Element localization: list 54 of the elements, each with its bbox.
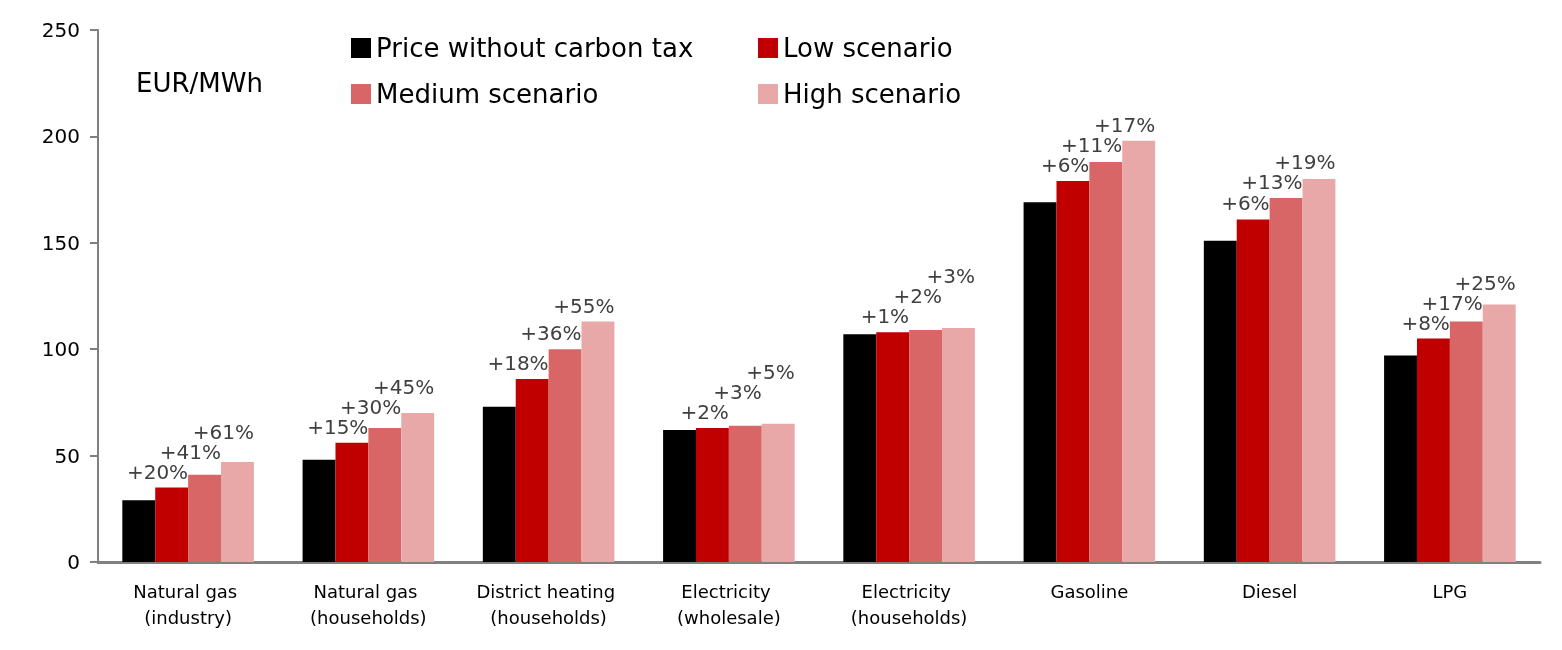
bar bbox=[1122, 140, 1156, 562]
bar bbox=[482, 406, 516, 562]
x-tick-label: Natural gas (industry) bbox=[133, 580, 243, 628]
bar bbox=[1482, 304, 1516, 562]
legend-label: Price without carbon tax bbox=[376, 33, 694, 63]
y-tick-label: 0 bbox=[67, 550, 80, 574]
legend-label: Medium scenario bbox=[376, 79, 599, 109]
y-tick-label: 200 bbox=[41, 124, 80, 149]
annotation: +55% bbox=[553, 293, 615, 318]
bar bbox=[401, 413, 435, 562]
bar bbox=[581, 321, 615, 562]
bar bbox=[515, 378, 549, 562]
legend-label: High scenario bbox=[783, 79, 962, 109]
bar bbox=[1203, 240, 1237, 562]
bar bbox=[1236, 219, 1270, 562]
bar bbox=[909, 330, 943, 562]
y-axis-title: EUR/MWh bbox=[136, 68, 263, 98]
bar bbox=[335, 442, 369, 562]
x-tick-label: Electricity (wholesale) bbox=[677, 580, 781, 628]
bar bbox=[663, 430, 696, 562]
bar bbox=[728, 425, 762, 562]
bar bbox=[368, 427, 402, 562]
x-tick-label: Electricity (households) bbox=[850, 580, 968, 628]
bar bbox=[843, 334, 877, 562]
bar bbox=[155, 487, 189, 562]
x-tick-label: Natural gas (households) bbox=[310, 580, 427, 628]
bar bbox=[1023, 202, 1057, 562]
bar bbox=[1269, 198, 1303, 562]
bar bbox=[1384, 355, 1417, 562]
bar bbox=[188, 474, 222, 562]
bar bbox=[302, 459, 336, 562]
bar bbox=[695, 427, 729, 562]
y-tick-label: 150 bbox=[41, 230, 80, 255]
annotation: +36% bbox=[520, 321, 582, 346]
x-tick-label: Diesel bbox=[1241, 580, 1298, 602]
y-tick-label: 250 bbox=[41, 18, 80, 42]
bar bbox=[942, 327, 975, 562]
bar bbox=[876, 332, 910, 562]
y-tick-label: 100 bbox=[41, 337, 80, 362]
bar bbox=[548, 349, 582, 562]
y-tick-label: 50 bbox=[54, 443, 80, 468]
bar bbox=[1302, 178, 1336, 562]
x-tick-label: LPG bbox=[1432, 580, 1468, 602]
bar bbox=[1089, 161, 1123, 562]
bar bbox=[1449, 321, 1483, 562]
bar bbox=[1056, 181, 1090, 562]
x-tick-label: Gasoline bbox=[1050, 580, 1129, 602]
bar bbox=[1416, 338, 1450, 562]
x-tick-label: District heating (households) bbox=[476, 580, 621, 628]
bar bbox=[761, 423, 795, 562]
legend-label: Low scenario bbox=[783, 33, 953, 63]
bar bbox=[221, 461, 254, 562]
bar bbox=[122, 500, 156, 562]
annotation: +18% bbox=[487, 350, 549, 375]
